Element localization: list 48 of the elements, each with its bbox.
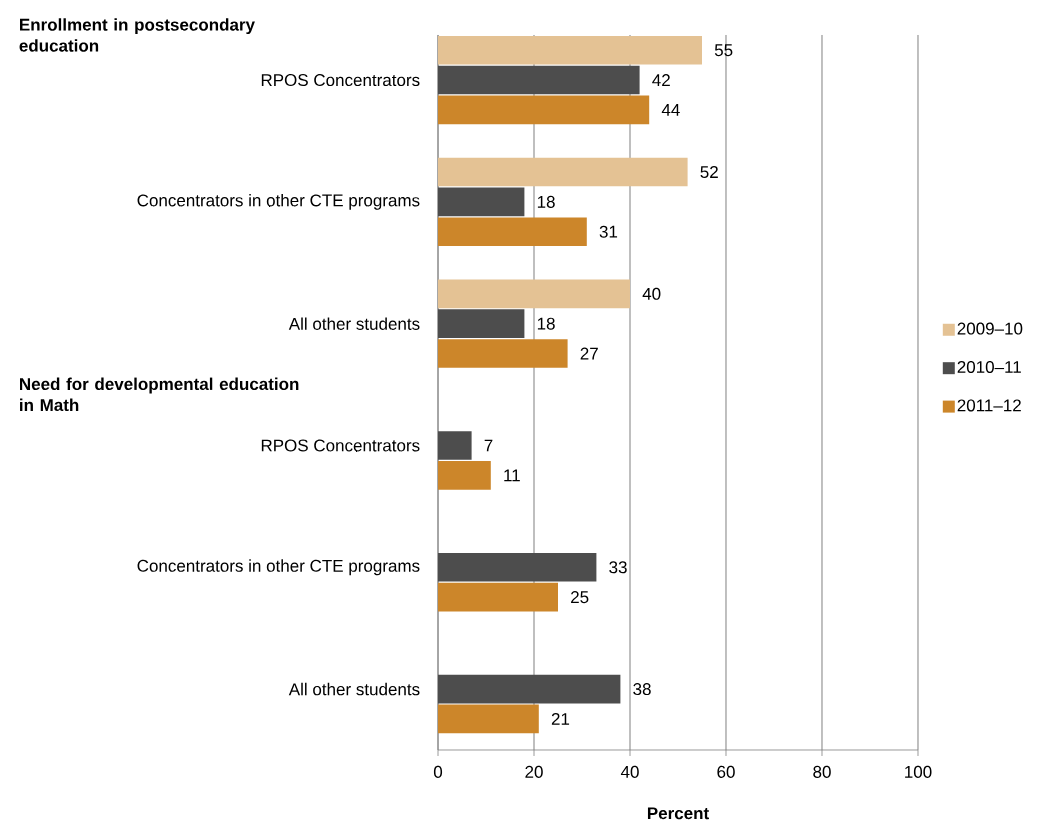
data-label: 55 [714,44,733,57]
bar [438,674,621,704]
y-tick-label: Concentrators in other CTE programs [137,193,420,210]
data-label: 42 [652,74,670,86]
y-tick-label: RPOS Concentrators [261,439,420,452]
x-tick-label: 60 [717,765,735,778]
data-label: 21 [551,713,570,725]
data-label: 40 [642,287,661,300]
data-label: 44 [661,104,680,116]
legend-label: 2009–10 [957,322,1023,335]
bar [438,309,525,338]
y-tick-label: RPOS Concentrators [261,74,420,87]
bar [438,552,597,582]
data-label: 7 [484,439,493,452]
bar [438,704,539,734]
x-tick-label: 20 [525,765,543,778]
data-label: 52 [700,166,718,179]
data-label: 31 [599,225,618,238]
data-label: 27 [580,347,598,360]
x-tick-label: 80 [813,765,831,778]
x-axis-title: Percent [647,807,709,820]
bar [438,279,630,309]
y-tick-label: All other students [288,682,420,696]
bar [438,461,491,490]
bar [438,431,472,460]
x-tick-label: 100 [905,765,932,778]
data-label: 18 [537,195,555,208]
text: Need for developmental education in Math [20,377,299,412]
bar [438,187,525,217]
y-tick-label: Concentrators in other CTE programs [137,559,420,576]
legend-label: 2011–12 [957,399,1021,412]
data-label: 11 [504,469,520,482]
bar [438,95,650,125]
bar [438,157,688,187]
bar [438,217,587,247]
bar [438,65,640,95]
y-tick-label: All other students [288,317,420,330]
bar [438,339,568,368]
data-label: 25 [571,591,589,604]
text: Enrollment in postsecondary education [19,18,255,52]
legend-label: 2010–11 [957,360,1021,374]
data-label: 33 [609,561,627,574]
bar [438,35,702,65]
data-label: 38 [633,683,651,696]
x-tick-label: 40 [620,765,639,778]
bar [438,582,558,612]
data-label: 18 [537,317,555,330]
x-tick-label: 0 [433,765,443,778]
